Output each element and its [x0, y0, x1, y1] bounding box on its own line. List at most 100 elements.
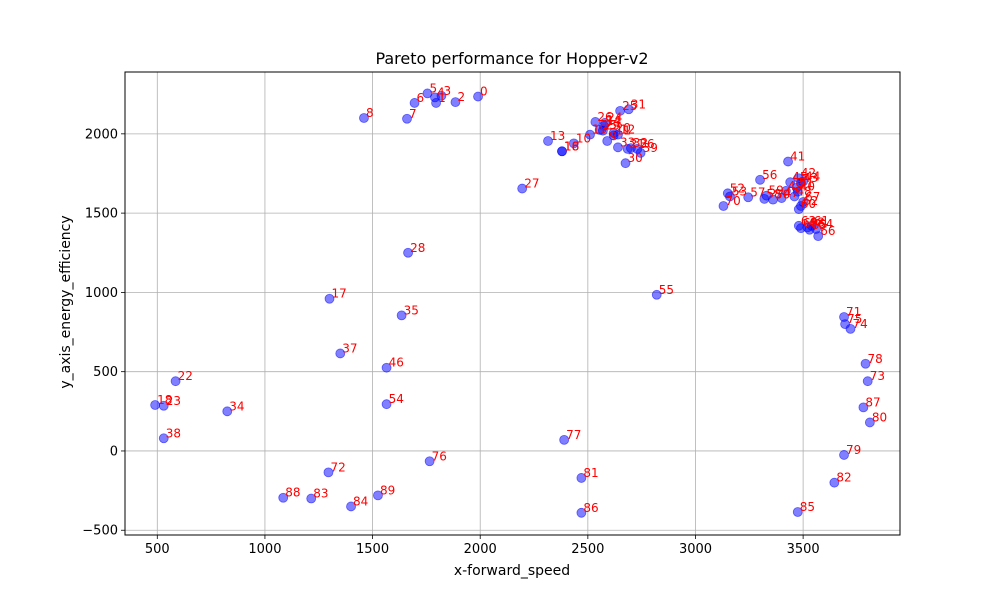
x-tick-label: 1000: [248, 542, 281, 557]
data-point: [170, 376, 181, 387]
data-point: [222, 406, 233, 417]
point-label: 64: [818, 217, 833, 231]
point-label: 40: [800, 180, 815, 194]
point-label: 77: [566, 428, 581, 442]
x-tick-label: 3500: [787, 542, 820, 557]
data-point: [862, 376, 873, 387]
data-point: [585, 129, 595, 140]
point-label: 68: [809, 215, 824, 229]
point-label: 30: [628, 151, 643, 165]
point-label: 18: [564, 139, 579, 153]
point-label: 20: [616, 121, 631, 135]
data-point: [359, 113, 369, 123]
data-point: [396, 310, 407, 321]
data-point: [590, 117, 601, 127]
point-label: 38: [166, 426, 181, 440]
point-label: 61: [814, 214, 829, 228]
point-label: 85: [800, 500, 815, 514]
point-label: 59: [769, 184, 784, 198]
data-point: [613, 142, 623, 153]
data-point: [576, 507, 587, 518]
point-label: 53: [732, 184, 747, 198]
point-label: 39: [643, 141, 658, 155]
point-label: 46: [389, 356, 404, 370]
point-label: 25: [622, 99, 637, 113]
x-tick-label: 500: [145, 542, 170, 557]
point-label: 10: [576, 131, 591, 145]
point-label: 34: [229, 399, 244, 413]
data-point: [781, 186, 791, 196]
data-point: [785, 177, 796, 188]
y-axis-label: y_axis_energy_efficiency: [58, 215, 74, 388]
data-point: [568, 138, 579, 149]
point-label: 1: [438, 91, 446, 105]
point-label: 48: [797, 184, 812, 198]
point-label: 19: [592, 123, 607, 137]
data-point: [430, 92, 440, 103]
data-point: [324, 293, 335, 304]
point-label: 47: [784, 186, 799, 200]
point-label: 24: [607, 111, 622, 125]
point-label: 78: [868, 352, 883, 366]
point-label: 76: [432, 449, 447, 463]
point-label: 79: [846, 443, 861, 457]
point-label: 43: [803, 171, 818, 185]
point-label: 44: [805, 169, 820, 183]
data-point: [517, 183, 528, 194]
point-label: 28: [410, 241, 425, 255]
point-label: 6: [417, 91, 425, 105]
data-point: [150, 400, 161, 410]
data-point: [335, 348, 346, 359]
point-label: 12: [620, 123, 635, 137]
point-label: 7: [409, 107, 417, 121]
point-label: 63: [801, 214, 816, 228]
point-label: 50: [775, 188, 790, 202]
data-point: [323, 467, 334, 478]
data-point: [373, 490, 383, 501]
point-label: 60: [801, 197, 816, 211]
point-label: 89: [380, 483, 395, 497]
data-point: [743, 192, 754, 203]
data-point: [559, 434, 570, 445]
point-label: 4: [437, 85, 445, 99]
chart-title: Pareto performance for Hopper-v2: [375, 49, 648, 68]
point-label: 29: [605, 119, 620, 133]
data-point: [424, 456, 435, 467]
point-label: 70: [725, 194, 740, 208]
point-label: 56: [762, 168, 777, 182]
data-point: [829, 477, 840, 488]
point-label: 0: [480, 85, 488, 99]
point-label: 52: [730, 181, 745, 195]
data-point: [158, 433, 169, 444]
x-tick-label: 1500: [356, 542, 389, 557]
data-point: [813, 231, 824, 242]
point-label: 9: [609, 129, 617, 143]
point-label: 15: [602, 118, 617, 132]
data-points: [150, 88, 875, 518]
point-label: 65: [812, 218, 827, 232]
point-label: 72: [330, 460, 345, 474]
x-axis-ticks: 500 1000 1500 2000 2500 3000 3500: [145, 535, 820, 557]
point-label: 71: [846, 305, 861, 319]
point-label: 73: [870, 369, 885, 383]
point-label: 55: [659, 283, 674, 297]
point-label: 41: [790, 150, 805, 164]
point-label: 18: [157, 393, 172, 407]
data-point: [381, 362, 392, 373]
point-label: 13: [550, 129, 565, 143]
point-label: 33: [620, 135, 635, 149]
data-point: [725, 191, 735, 202]
data-point: [598, 125, 608, 136]
point-label: 3: [443, 84, 451, 98]
point-label: 84: [353, 494, 368, 508]
data-point: [608, 128, 619, 138]
data-point: [576, 473, 587, 483]
point-label: 51: [799, 176, 814, 190]
x-axis-label: x-forward_speed: [454, 563, 570, 579]
point-label: 62: [803, 194, 818, 208]
data-point: [798, 176, 809, 187]
data-point: [278, 492, 289, 503]
point-label: 69: [803, 216, 818, 230]
